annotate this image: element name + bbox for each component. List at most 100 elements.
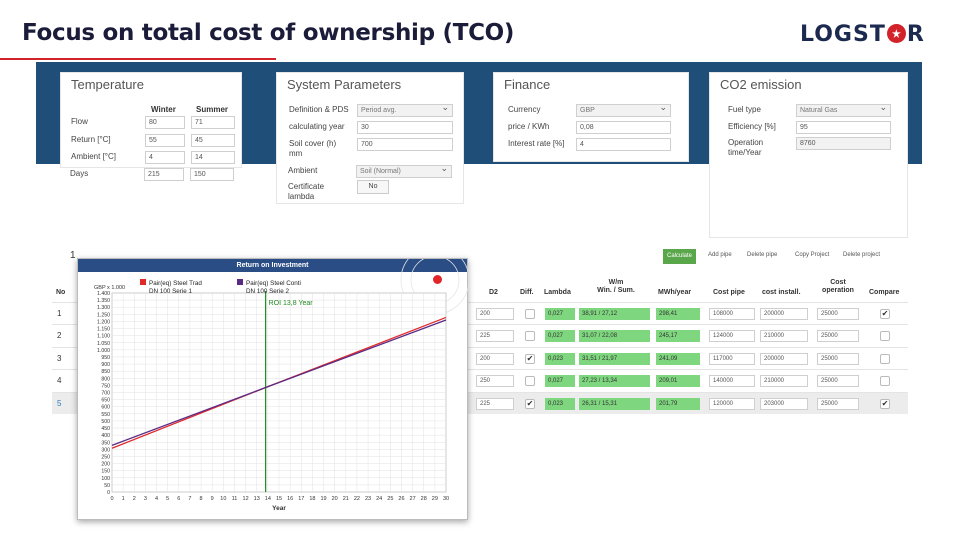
row-number: 2	[57, 331, 62, 340]
cost-pipe-input[interactable]: 124000	[709, 330, 755, 342]
ambient-winter-input[interactable]: 4	[145, 151, 185, 164]
delete-pipe-button[interactable]: Delete pipe	[747, 252, 778, 258]
return-summer-input[interactable]: 45	[191, 134, 235, 147]
fuel-type-select[interactable]: Natural Gas	[796, 102, 891, 117]
cost-install-input[interactable]: 203000	[760, 398, 808, 410]
cost-install-input[interactable]: 210000	[760, 330, 808, 342]
definition-select[interactable]: Period avg.	[357, 102, 453, 117]
cost-pipe-input[interactable]: 140000	[709, 375, 755, 387]
certificate-toggle[interactable]: No	[357, 180, 389, 194]
compare-checkbox[interactable]	[880, 331, 890, 341]
x-tick-label: 9	[211, 496, 214, 502]
cost-pipe-input[interactable]: 120000	[709, 398, 755, 410]
project-row-prefix: 1	[70, 250, 76, 261]
x-tick-label: 21	[343, 496, 349, 502]
y-tick-label: 750	[101, 383, 110, 389]
days-summer-input[interactable]: 150	[190, 168, 234, 181]
d2-input[interactable]: 200	[476, 308, 514, 320]
cost-install-input[interactable]: 200000	[760, 308, 808, 320]
header-d2: D2	[489, 289, 498, 296]
lambda-value: 0,027	[545, 375, 575, 387]
table-row[interactable]: 2 225 0,027 31,07 / 22,08 245,17 124000 210000…	[52, 324, 908, 346]
cost-operation-input[interactable]: 25000	[817, 330, 859, 342]
diff-checkbox[interactable]: ✔	[525, 399, 535, 409]
cost-pipe-input[interactable]: 117000	[709, 353, 755, 365]
return-label: Return [°C]	[71, 135, 111, 144]
days-winter-input[interactable]: 215	[144, 168, 184, 181]
mwh-value: 209,01	[656, 375, 700, 387]
chart-close-icon[interactable]	[433, 275, 442, 284]
cost-pipe-input[interactable]: 108000	[709, 308, 755, 320]
y-tick-label: 200	[101, 462, 110, 468]
price-input[interactable]: 0,08	[576, 121, 671, 134]
roi-chart-window[interactable]: Return on Investment 0 1 2 3 4 5 6 7 8 9 10 11 12 13 1…	[77, 258, 469, 520]
y-tick-label: 50	[104, 483, 110, 489]
price-label: price / KWh	[508, 122, 550, 131]
lambda-value: 0,027	[545, 308, 575, 320]
diff-checkbox[interactable]	[525, 309, 535, 319]
y-tick-label: 1.300	[97, 305, 110, 311]
x-tick-label: 17	[298, 496, 304, 502]
add-pipe-button[interactable]: Add pipe	[708, 252, 732, 258]
d2-input[interactable]: 200	[476, 353, 514, 365]
diff-checkbox[interactable]	[525, 376, 535, 386]
currency-select[interactable]: GBP	[576, 102, 671, 117]
certificate-label: Certificate lambda	[288, 182, 325, 201]
lambda-value: 0,023	[545, 398, 575, 410]
calculate-button[interactable]: Calculate	[663, 249, 697, 264]
cost-operation-input[interactable]: 25000	[817, 375, 859, 387]
y-tick-label: 550	[101, 412, 110, 418]
header-diff: Diff.	[520, 289, 534, 296]
cost-install-input[interactable]: 210000	[760, 375, 808, 387]
d2-input[interactable]: 250	[476, 375, 514, 387]
roi-chart: 0 1 2 3 4 5 6 7 8 9 10 11 12 13 14 15 16 17 18 19 20 21 22 23 24…	[94, 259, 469, 512]
flow-summer-input[interactable]: 71	[191, 116, 235, 129]
header-cost-install: cost install.	[762, 289, 801, 296]
cost-install-input[interactable]: 200000	[760, 353, 808, 365]
compare-checkbox[interactable]	[880, 354, 890, 364]
d2-input[interactable]: 225	[476, 398, 514, 410]
y-tick-label: 400	[101, 433, 110, 439]
flow-winter-input[interactable]: 80	[145, 116, 185, 129]
x-tick-label: 8	[200, 496, 203, 502]
slide-title: Focus on total cost of ownership (TCO)	[22, 20, 515, 46]
compare-checkbox[interactable]: ✔	[880, 309, 890, 319]
temperature-title: Temperature	[71, 77, 144, 92]
y-tick-label: 1.350	[97, 298, 110, 304]
return-winter-input[interactable]: 55	[145, 134, 185, 147]
compare-checkbox[interactable]	[880, 376, 890, 386]
header-mwh: MWh/year	[658, 289, 692, 296]
wm-value: 26,31 / 15,31	[579, 398, 650, 410]
y-tick-label: 700	[101, 391, 110, 397]
x-tick-label: 22	[354, 496, 360, 502]
table-row[interactable]: 4 250 0,027 27,23 / 13,34 209,01 140000 210000…	[52, 369, 908, 391]
efficiency-input[interactable]: 95	[796, 121, 891, 134]
interest-input[interactable]: 4	[576, 138, 671, 151]
legend-entry-sub: DN 100 Serie 1	[149, 288, 193, 295]
table-row[interactable]: 1 200 0,027 38,91 / 27,12 298,41 108000 200000…	[52, 302, 908, 324]
y-tick-label: 100	[101, 476, 110, 482]
cost-operation-input[interactable]: 25000	[817, 308, 859, 320]
co2-title: CO2 emission	[720, 77, 802, 92]
roi-chart-titlebar[interactable]: Return on Investment	[78, 259, 467, 272]
ambient-system-select[interactable]: Soil (Normal)	[356, 163, 452, 178]
currency-label: Currency	[508, 105, 541, 114]
cost-operation-input[interactable]: 25000	[817, 398, 859, 410]
d2-input[interactable]: 225	[476, 330, 514, 342]
summer-header: Summer	[196, 105, 229, 114]
delete-project-button[interactable]: Delete project	[843, 252, 881, 258]
soil-cover-input[interactable]: 700	[357, 138, 453, 151]
operation-time-input[interactable]: 8760	[796, 137, 891, 150]
wm-value: 31,07 / 22,08	[579, 330, 650, 342]
cost-operation-input[interactable]: 25000	[817, 353, 859, 365]
calc-year-input[interactable]: 30	[357, 121, 453, 134]
diff-checkbox[interactable]	[525, 331, 535, 341]
compare-checkbox[interactable]: ✔	[880, 399, 890, 409]
logo-star-icon	[886, 24, 906, 43]
mwh-value: 298,41	[656, 308, 700, 320]
logstor-logo: LOGST R	[800, 22, 925, 47]
diff-checkbox[interactable]: ✔	[525, 354, 535, 364]
table-row[interactable]: 3 200 ✔ 0,023 31,51 / 21,97 241,09 117000 20000…	[52, 347, 908, 369]
ambient-summer-input[interactable]: 14	[191, 151, 235, 164]
copy-project-button[interactable]: Copy Project	[795, 252, 830, 258]
